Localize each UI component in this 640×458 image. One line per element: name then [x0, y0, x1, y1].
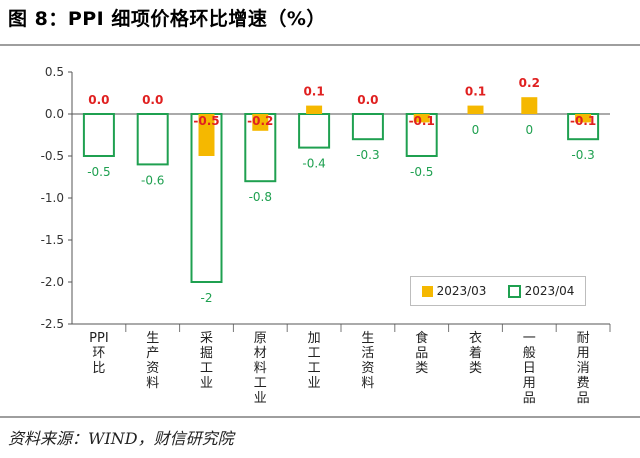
legend-label-2023-03: 2023/03: [436, 284, 487, 298]
x-category-label: 生产资料: [146, 331, 159, 391]
data-label-2023-03: 0.2: [519, 76, 540, 90]
bar-2023-03: [575, 114, 592, 123]
bar-2023-04: [298, 113, 331, 149]
bar-2023-03: [306, 105, 323, 114]
legend-swatch-filled-icon: [421, 285, 433, 297]
x-category-label: 加工工业: [308, 331, 321, 391]
x-category-label: 生活资料: [361, 331, 374, 391]
data-label-2023-04: 0: [525, 123, 533, 137]
bar-2023-03: [413, 114, 430, 123]
data-label-2023-04: -0.5: [87, 165, 110, 179]
y-tick-label: -0.5: [41, 149, 64, 163]
y-tick-label: -1.0: [41, 191, 64, 205]
legend-item-2023-04: 2023/04: [507, 284, 575, 298]
ppi-bar-chart: 0.5 0.0 -0.5 -1.0 -1.5 -2.0 -2.5 0.0 -0.5 PPI 环比 0.…: [41, 65, 611, 406]
data-label-2023-04: -2: [201, 291, 213, 305]
x-category-label: 原材料工业: [254, 331, 267, 406]
bottom-rule: [0, 416, 640, 418]
data-label-2023-03: -0.1: [570, 114, 596, 128]
chart-legend: 2023/03 2023/04: [410, 276, 586, 306]
bar-2023-04: [190, 113, 223, 283]
data-label-2023-04: -0.6: [141, 173, 164, 187]
x-category-label: 采掘工业: [200, 331, 213, 391]
legend-item-2023-03: 2023/03: [421, 284, 487, 298]
data-label-2023-03: -0.2: [247, 114, 273, 128]
bar-2023-03: [521, 97, 538, 114]
bar-2023-04: [351, 113, 384, 141]
data-label-2023-03: 0.1: [465, 85, 486, 99]
x-category-label: 一般日用品: [523, 331, 536, 406]
data-label-2023-03: 0.0: [357, 93, 378, 107]
x-category-label: 耐用消费品: [577, 331, 590, 406]
legend-label-2023-04: 2023/04: [524, 284, 575, 298]
data-label-2023-04: -0.3: [356, 148, 379, 162]
data-label-2023-04: 0: [472, 123, 480, 137]
bar-2023-03: [467, 105, 484, 114]
data-label-2023-03: -0.5: [193, 114, 219, 128]
figure-title: 图 8：PPI 细项价格环比增速（%）: [8, 8, 326, 30]
data-label-2023-04: -0.5: [410, 165, 433, 179]
y-tick-label: -2.5: [41, 317, 64, 331]
data-label-2023-04: -0.4: [302, 157, 325, 171]
legend-swatch-outline-icon: [507, 284, 521, 298]
data-label-2023-04: -0.3: [571, 148, 594, 162]
x-category-label: 衣着类: [469, 330, 482, 376]
y-tick-label: 0.0: [45, 107, 64, 121]
data-label-2023-03: -0.1: [409, 114, 435, 128]
x-category-label: 食品类: [415, 330, 428, 376]
y-tick-label: 0.5: [45, 65, 64, 79]
bar-2023-04: [136, 113, 169, 166]
data-label-2023-04: -0.8: [249, 190, 272, 204]
bar-2023-03: [252, 114, 269, 131]
bar-2023-04: [82, 113, 115, 157]
bar-2023-03: [198, 114, 215, 156]
y-tick-label: -1.5: [41, 233, 64, 247]
x-category-label: PPI 环比: [89, 331, 109, 376]
data-label-2023-03: 0.0: [88, 93, 109, 107]
source-note: 资料来源：WIND，财信研究院: [8, 429, 234, 448]
data-label-2023-03: 0.1: [303, 85, 324, 99]
y-tick-label: -2.0: [41, 275, 64, 289]
top-rule: [0, 44, 640, 46]
data-label-2023-03: 0.0: [142, 93, 163, 107]
